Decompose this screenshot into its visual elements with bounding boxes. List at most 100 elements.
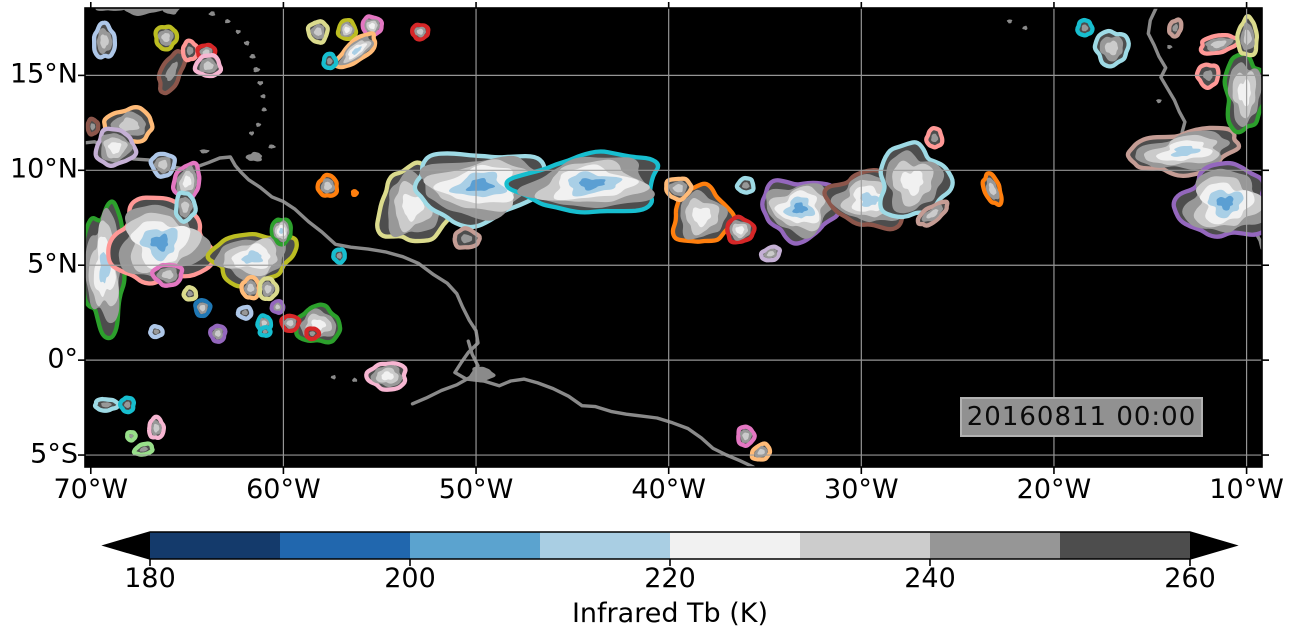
cluster-blob: [129, 434, 134, 438]
cluster-blob: [182, 175, 192, 188]
y-tick-label: 10°N: [9, 153, 78, 185]
cluster: [170, 160, 202, 203]
cluster: [758, 244, 782, 263]
cluster: [92, 396, 121, 413]
colorbar-segment: [410, 532, 541, 559]
island: [249, 53, 256, 59]
cluster-blob: [1237, 78, 1251, 107]
cluster-blob: [578, 178, 606, 191]
cluster: [193, 297, 213, 319]
cluster-blob: [313, 27, 322, 36]
cluster-blob: [931, 133, 939, 142]
cluster: [257, 276, 280, 302]
island: [1167, 44, 1173, 50]
island: [1022, 25, 1028, 31]
cluster-blob: [926, 209, 939, 219]
cluster: [181, 285, 199, 302]
cluster-blob: [139, 446, 149, 452]
cluster: [350, 189, 359, 197]
cluster-blob: [461, 234, 473, 244]
gridlines: [85, 8, 1262, 467]
cluster: [1222, 51, 1262, 135]
cluster-blob: [757, 448, 765, 456]
cluster: [257, 325, 273, 338]
cluster: [315, 172, 340, 198]
cluster-blob: [742, 432, 750, 441]
cluster: [1198, 32, 1242, 56]
cluster: [670, 181, 737, 244]
cluster-blob: [735, 226, 745, 235]
cluster: [1125, 125, 1242, 179]
map-area: [85, 8, 1262, 467]
cluster-blob: [187, 290, 194, 297]
cluster-blob: [1170, 145, 1201, 157]
cluster: [331, 247, 347, 265]
colorbar-segment: [540, 532, 671, 559]
cluster-blob: [153, 329, 160, 335]
island: [245, 151, 263, 162]
cluster-blob: [309, 331, 316, 337]
cluster: [410, 22, 431, 42]
island: [1156, 99, 1162, 104]
x-tick-label: 30°W: [824, 474, 899, 505]
cluster-blob: [344, 26, 350, 34]
islands: [93, 8, 1173, 383]
island: [470, 366, 496, 383]
cluster-blob: [286, 320, 294, 327]
colorbar-tick-label: 220: [644, 563, 696, 594]
cluster: [235, 304, 254, 321]
cluster-blob: [264, 284, 272, 294]
island: [268, 144, 276, 149]
island: [199, 149, 210, 154]
cluster: [924, 125, 945, 150]
cluster-blob: [161, 270, 174, 280]
cluster: [153, 24, 180, 52]
cluster-blob: [1104, 40, 1119, 56]
cluster-blob: [351, 46, 362, 56]
cluster: [736, 424, 757, 448]
cluster: [269, 217, 293, 247]
cluster: [1092, 28, 1131, 69]
cluster-blob: [181, 201, 190, 213]
cluster-blob: [1210, 40, 1227, 49]
colorbar-tick-label: 260: [1164, 563, 1216, 594]
cluster: [1171, 160, 1262, 239]
cluster-blob: [402, 193, 425, 222]
island: [225, 19, 231, 24]
cluster-blob: [792, 202, 809, 214]
y-tick-label: 15°N: [9, 58, 78, 90]
cluster-blob: [672, 183, 683, 193]
cluster-blob: [350, 189, 359, 197]
cluster: [150, 262, 185, 288]
island: [122, 8, 167, 16]
cluster-blob: [1216, 195, 1234, 211]
cluster: [1075, 17, 1095, 38]
cluster-blob: [1081, 24, 1089, 32]
island: [255, 122, 262, 127]
cluster: [452, 226, 482, 250]
cluster: [980, 171, 1004, 208]
cluster-blob: [150, 233, 169, 252]
cluster-blob: [101, 402, 112, 408]
cluster-blob: [1172, 23, 1179, 32]
cluster: [335, 17, 359, 42]
cluster: [915, 199, 950, 228]
cluster: [208, 323, 228, 344]
island: [249, 131, 254, 136]
cluster: [180, 38, 200, 63]
island: [253, 67, 261, 73]
cluster: [192, 53, 224, 79]
cluster-blob: [99, 252, 111, 284]
cluster: [148, 151, 177, 179]
cluster-blob: [241, 250, 264, 264]
cluster: [269, 298, 286, 315]
cluster: [760, 178, 841, 246]
cluster-blob: [214, 330, 221, 337]
colorbar: [101, 531, 1239, 566]
cluster-blob: [860, 192, 881, 207]
colorbar-tick-label: 240: [904, 563, 956, 594]
cluster-blob: [327, 57, 333, 65]
island: [208, 11, 216, 16]
cluster: [725, 214, 757, 245]
cluster-blob: [692, 207, 712, 228]
